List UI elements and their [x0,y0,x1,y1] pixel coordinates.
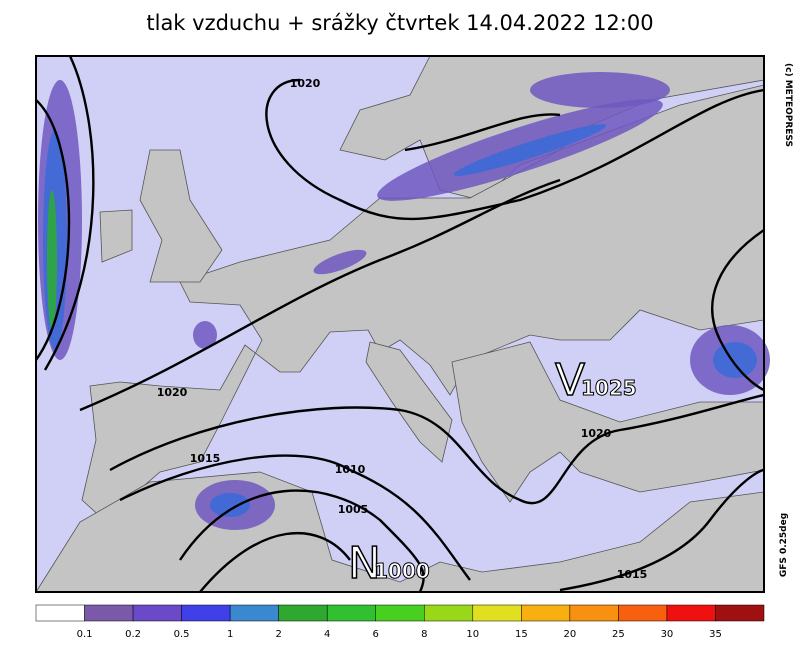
rain-area [47,190,57,330]
isobar-label: 1020 [157,386,188,399]
center-value: 1025 [581,376,637,400]
isobar-label: 1010 [335,463,366,476]
rain-area [453,124,607,176]
legend-swatch [424,604,474,622]
legend-label: 1 [227,629,233,640]
center-letter: V [555,355,585,406]
isobar [199,532,351,593]
legend-swatch [132,604,182,622]
center-letter: N [348,538,381,589]
legend-label: 35 [709,629,722,640]
legend-label: 10 [466,629,479,640]
isobar [79,178,561,412]
isobar-label: 1015 [190,452,221,465]
legend-label: 8 [421,629,427,640]
isobar-label: 1020 [290,77,321,90]
legend-label: 20 [563,629,576,640]
great-britain [139,149,223,283]
isobar [109,393,765,505]
legend-swatch [618,604,668,622]
isobar [711,229,765,392]
isobar-label: 1005 [338,503,369,516]
isobars [35,55,765,593]
legend-swatch [666,604,716,622]
legend-label: 15 [515,629,528,640]
center-value: 1000 [374,559,430,583]
legend-swatch [472,604,522,622]
legend-swatch [35,604,85,622]
legend-swatch [521,604,571,622]
isobar [43,55,95,371]
isobar [265,78,765,221]
isobar [559,468,765,592]
balkans-turkey [451,341,765,503]
map-title: tlak vzduchu + srážky čtvrtek 14.04.2022… [146,11,653,35]
italy [365,341,453,463]
map-frame [35,55,765,593]
legend-label: 0.5 [174,629,190,640]
legend-label: 6 [373,629,379,640]
legend-swatch [84,604,134,622]
legend-swatch [278,604,328,622]
isobar [179,489,425,593]
isobar [119,454,471,581]
legend-label: 30 [661,629,674,640]
legend-label: 0.2 [125,629,141,640]
rain-area [530,72,670,108]
legend-label: 2 [275,629,281,640]
model-name: GFS 0.25deg [779,513,789,577]
legend-swatch [181,604,231,622]
rain-area [313,249,367,275]
legend-swatch [326,604,376,622]
legend-swatch [715,604,765,622]
precipitation-legend: 0.1 0.2 0.5 1 2 4 6 8 10 15 20 25 30 35 [35,604,765,640]
legend-swatch [569,604,619,622]
isobar-label: 1020 [581,427,612,440]
legend-swatch [375,604,425,622]
legend-swatch [229,604,279,622]
legend-label: 0.1 [77,629,93,640]
rain-area [210,493,250,517]
legend-label: 4 [324,629,330,640]
isobar [35,99,71,361]
rain-area [713,342,757,378]
isobar [404,113,561,152]
isobar-labels: 1020 1020 1015 1010 1005 1020 1015 [157,77,648,581]
legend-label: 25 [612,629,625,640]
credit: (c) METEOPRESS [783,63,793,147]
ireland [99,209,133,263]
precipitation [38,72,770,530]
isobar-label: 1015 [617,568,648,581]
rain-area [193,321,217,349]
